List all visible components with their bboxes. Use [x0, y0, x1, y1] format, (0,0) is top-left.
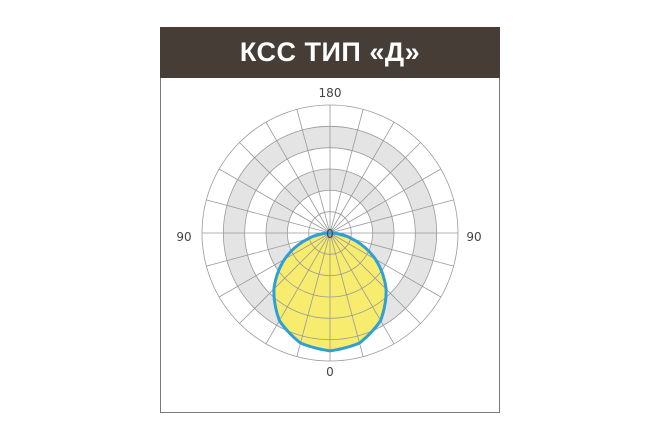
label-180: 180 [319, 86, 342, 100]
grid-spoke [265, 121, 331, 234]
grid-spoke [296, 109, 331, 234]
label-90-left: 90 [176, 230, 191, 244]
grid-spoke [329, 232, 395, 345]
grid-spoke [329, 232, 442, 298]
intensity-curve-outline [272, 231, 388, 353]
grid-spoke [329, 121, 395, 234]
grid-spoke [329, 142, 421, 234]
grid-spoke [329, 232, 421, 324]
grid-spoke [329, 232, 364, 357]
label-90-right: 90 [466, 230, 481, 244]
diagram-title: КСС ТИП «Д» [160, 27, 500, 78]
grid-spoke [239, 142, 331, 234]
grid-spoke [329, 199, 454, 234]
grid-spoke [239, 232, 331, 324]
grid-spoke [206, 199, 331, 234]
grid-spoke [265, 232, 331, 345]
grid-spoke [218, 168, 331, 234]
label-0-center: 0 [326, 227, 334, 241]
grid-spoke [296, 232, 331, 357]
grid-spoke [329, 168, 442, 234]
grid-spoke [218, 232, 331, 298]
label-0-bottom: 0 [326, 365, 334, 379]
polar-grid [201, 104, 459, 362]
grid-spoke [329, 109, 364, 234]
